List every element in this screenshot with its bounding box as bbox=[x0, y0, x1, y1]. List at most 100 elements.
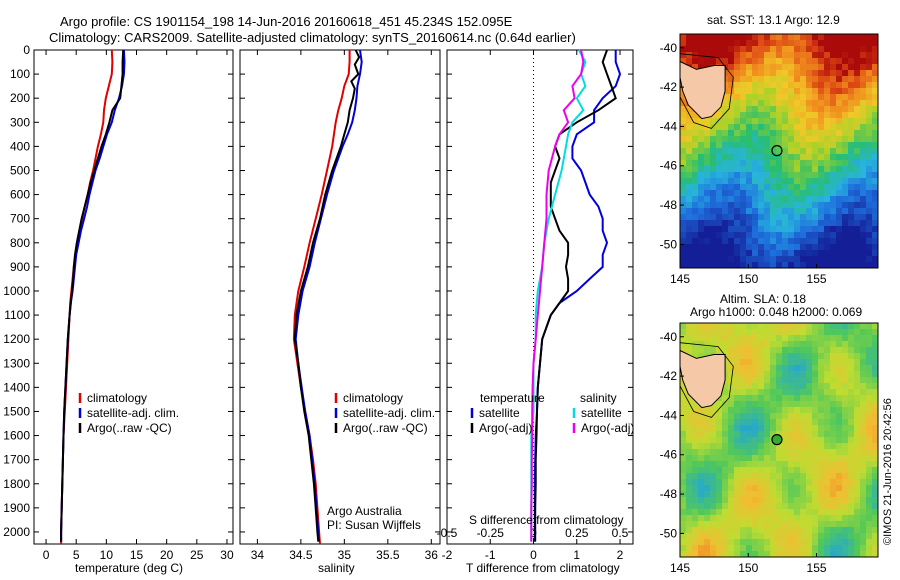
map-cell bbox=[704, 244, 711, 251]
map-cell bbox=[824, 202, 831, 209]
map-cell bbox=[806, 365, 813, 372]
map-cell bbox=[824, 124, 831, 131]
map-cell bbox=[722, 437, 729, 444]
map-cell bbox=[818, 46, 825, 53]
map-cell bbox=[842, 503, 849, 510]
map-cell bbox=[686, 124, 693, 131]
map-cell bbox=[866, 166, 873, 173]
map-cell bbox=[824, 533, 831, 540]
map-cell bbox=[794, 545, 801, 552]
map-cell bbox=[854, 202, 861, 209]
map-cell bbox=[758, 383, 765, 390]
map-cell bbox=[704, 533, 711, 540]
map-cell bbox=[842, 154, 849, 161]
map-cell bbox=[752, 359, 759, 366]
map-cell bbox=[866, 425, 873, 432]
map-cell bbox=[812, 443, 819, 450]
map-cell bbox=[818, 347, 825, 354]
map-cell bbox=[830, 329, 837, 336]
map-cell bbox=[740, 244, 747, 251]
map-cell bbox=[680, 461, 687, 468]
map-cell bbox=[734, 178, 741, 185]
map-cell bbox=[866, 208, 873, 215]
map-cell bbox=[716, 148, 723, 155]
map-cell bbox=[836, 389, 843, 396]
map-cell bbox=[728, 202, 735, 209]
map-cell bbox=[836, 509, 843, 516]
map-cell bbox=[722, 431, 729, 438]
map-cell bbox=[752, 160, 759, 167]
map-cell bbox=[806, 425, 813, 432]
map-cell bbox=[830, 467, 837, 474]
map-cell bbox=[848, 485, 855, 492]
map-cell bbox=[728, 160, 735, 167]
map-cell bbox=[800, 238, 807, 245]
map-cell bbox=[752, 106, 759, 113]
map-cell bbox=[836, 220, 843, 227]
map-x-tick-label: 155 bbox=[807, 561, 827, 575]
map-cell bbox=[770, 202, 777, 209]
map-cell bbox=[812, 70, 819, 77]
map-cell bbox=[872, 208, 879, 215]
map-cell bbox=[770, 419, 777, 426]
map-cell bbox=[680, 449, 687, 456]
map-cell bbox=[734, 497, 741, 504]
map-cell bbox=[770, 371, 777, 378]
map-cell bbox=[848, 256, 855, 263]
map-cell bbox=[824, 473, 831, 480]
map-cell bbox=[800, 160, 807, 167]
map-cell bbox=[842, 437, 849, 444]
map-cell bbox=[854, 485, 861, 492]
map-cell bbox=[740, 178, 747, 185]
map-cell bbox=[848, 533, 855, 540]
map-cell bbox=[734, 190, 741, 197]
map-cell bbox=[842, 124, 849, 131]
map-cell bbox=[812, 190, 819, 197]
map-cell bbox=[854, 214, 861, 221]
map-cell bbox=[830, 244, 837, 251]
map-cell bbox=[830, 262, 837, 269]
map-cell bbox=[758, 323, 765, 330]
map-cell bbox=[740, 545, 747, 552]
map-cell bbox=[860, 124, 867, 131]
map-cell bbox=[704, 256, 711, 263]
map-cell bbox=[782, 437, 789, 444]
map-cell bbox=[818, 52, 825, 59]
map-cell bbox=[782, 148, 789, 155]
map-cell bbox=[860, 262, 867, 269]
map-cell bbox=[728, 407, 735, 414]
map-cell bbox=[866, 485, 873, 492]
map-cell bbox=[722, 449, 729, 456]
map-cell bbox=[692, 515, 699, 522]
map-cell bbox=[680, 52, 687, 59]
map-cell bbox=[830, 184, 837, 191]
map-cell bbox=[788, 347, 795, 354]
map-cell bbox=[836, 515, 843, 522]
map-cell bbox=[758, 425, 765, 432]
map-cell bbox=[692, 262, 699, 269]
map-cell bbox=[860, 238, 867, 245]
map-cell bbox=[698, 449, 705, 456]
map-cell bbox=[680, 485, 687, 492]
map-cell bbox=[782, 383, 789, 390]
map-cell bbox=[806, 244, 813, 251]
map-cell bbox=[734, 88, 741, 95]
map-cell bbox=[800, 323, 807, 330]
map-cell bbox=[692, 58, 699, 65]
map-cell bbox=[728, 64, 735, 71]
map-cell bbox=[752, 82, 759, 89]
map-cell bbox=[710, 154, 717, 161]
map-cell bbox=[764, 34, 771, 41]
map-cell bbox=[752, 70, 759, 77]
map-cell bbox=[692, 34, 699, 41]
map-cell bbox=[728, 335, 735, 342]
map-cell bbox=[764, 250, 771, 257]
map-cell bbox=[812, 142, 819, 149]
y-tick-label: 1300 bbox=[3, 356, 30, 370]
map-cell bbox=[770, 449, 777, 456]
map-cell bbox=[734, 443, 741, 450]
map-cell bbox=[740, 52, 747, 59]
map-cell bbox=[686, 461, 693, 468]
map-cell bbox=[866, 184, 873, 191]
map-cell bbox=[776, 425, 783, 432]
